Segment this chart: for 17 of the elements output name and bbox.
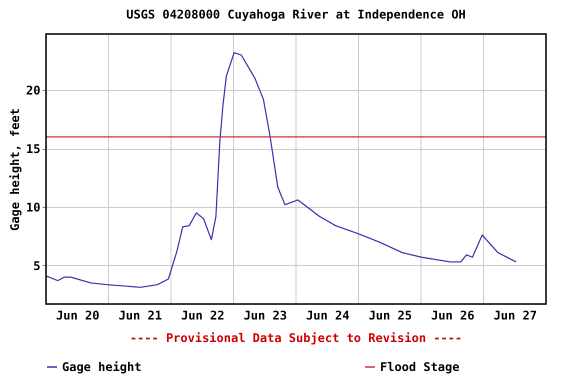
y-tick-label: 20 [26,84,40,98]
y-tick-label: 5 [33,258,40,273]
y-tick-label: 10 [26,200,40,214]
x-tick-label: Jun 21 [118,308,162,322]
y-axis-title: Gage height, feet [8,108,22,231]
x-tick-label: Jun 26 [431,308,474,322]
legend-label: Flood Stage [380,360,460,374]
x-tick-label: Jun 20 [56,308,100,322]
x-tick-label: Jun 24 [306,308,350,322]
y-tick-label: 15 [26,142,40,156]
x-tick-label: Jun 22 [181,308,224,322]
legend-label: Gage height [62,360,142,374]
chart-title: USGS 04208000 Cuyahoga River at Independence OH [126,7,466,22]
x-tick-label: Jun 27 [494,308,537,322]
text: ---- Provisional Data Subject to Revision ---- [130,331,462,345]
x-tick-label: Jun 23 [244,308,287,322]
x-tick-label: Jun 25 [368,308,412,322]
